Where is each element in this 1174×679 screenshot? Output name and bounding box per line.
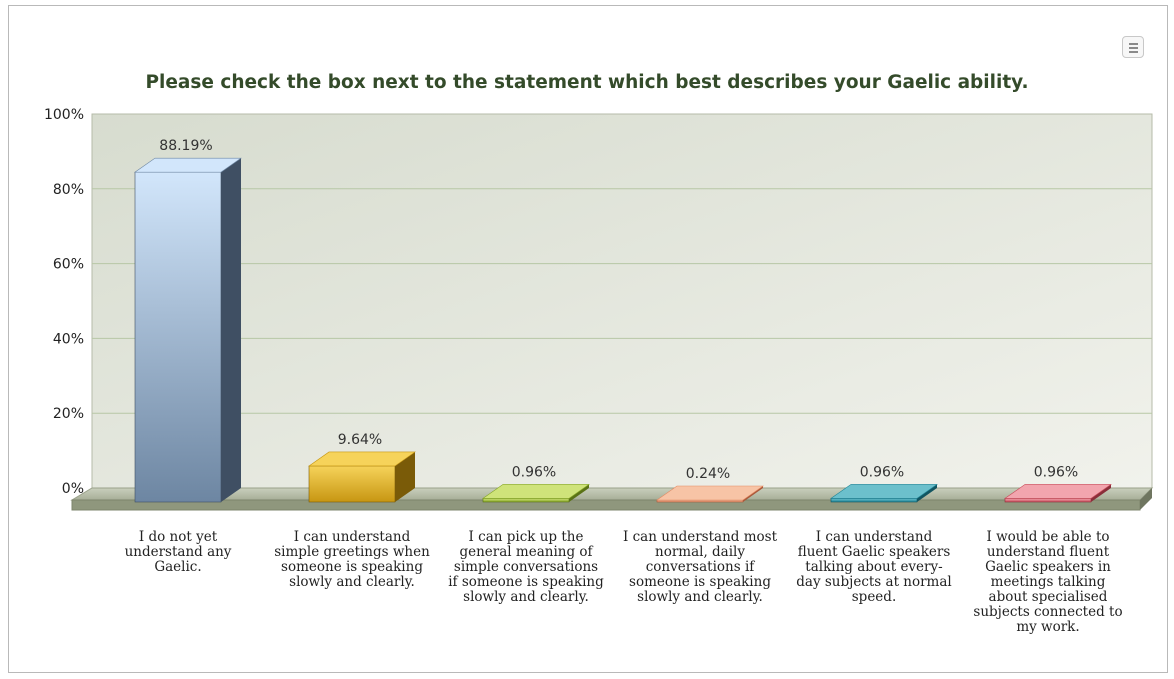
bar-side (917, 484, 937, 502)
hamburger-icon-line (1129, 51, 1138, 53)
y-tick-label: 100% (44, 107, 84, 123)
chart-floor-side (1140, 488, 1152, 510)
bar-front (1004, 498, 1092, 503)
x-category-label: I can understand most normal, daily conv… (622, 529, 777, 605)
x-category-label: I would be able to understand fluent Gae… (973, 529, 1123, 635)
bar-top (656, 485, 764, 501)
bar-value-label: 0.24% (686, 466, 730, 482)
bar-front (482, 498, 570, 503)
y-tick-label: 40% (53, 331, 84, 347)
bar-side (395, 451, 415, 502)
bar-top (1004, 484, 1112, 499)
chart-title: Please check the box next to the stateme… (145, 72, 1029, 93)
bar-value-label: 0.96% (512, 464, 556, 480)
bar-side (569, 484, 589, 502)
x-category-label: I can pick up the general meaning of sim… (448, 529, 604, 605)
bar[interactable] (830, 484, 938, 503)
export-menu-button[interactable] (1122, 36, 1144, 58)
y-tick-label: 20% (53, 406, 84, 422)
bar-front (830, 498, 918, 503)
hamburger-icon-line (1129, 47, 1138, 49)
y-tick-label: 80% (53, 182, 84, 198)
bar[interactable] (482, 484, 590, 503)
bar-top (308, 451, 416, 467)
x-category-label: I can understand fluent Gaelic speakers … (796, 529, 952, 605)
x-category-label: I do not yet understand any Gaelic. (124, 529, 232, 575)
x-category-label: I can understand simple greetings when s… (274, 529, 430, 590)
bar-top (134, 157, 242, 173)
bar-front (308, 465, 396, 503)
bar-side (1091, 484, 1111, 502)
plot-area (91, 113, 1153, 489)
bar[interactable] (134, 157, 242, 503)
bar-value-label: 0.96% (860, 464, 904, 480)
bar-side (743, 486, 763, 502)
bar[interactable] (1004, 484, 1112, 503)
bar-front (134, 171, 222, 503)
bar-value-label: 0.96% (1034, 464, 1078, 480)
hamburger-icon (1129, 43, 1138, 45)
bar[interactable] (308, 451, 416, 503)
bar-top (482, 484, 590, 499)
bar-value-label: 9.64% (338, 432, 382, 448)
y-tick-label: 0% (62, 481, 84, 497)
bar-top (830, 484, 938, 499)
bar-value-label: 88.19% (159, 138, 212, 154)
y-tick-label: 60% (53, 257, 84, 273)
chart-floor-front (71, 499, 1141, 511)
bar-side (221, 158, 241, 502)
bar[interactable] (656, 485, 764, 503)
